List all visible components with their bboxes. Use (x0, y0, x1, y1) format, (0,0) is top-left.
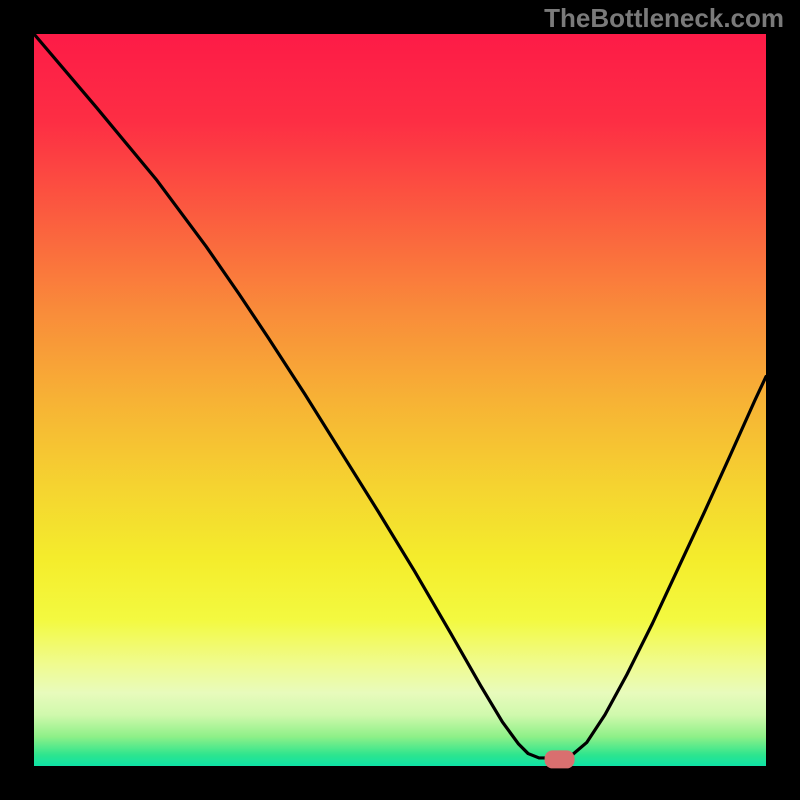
optimal-point-marker (545, 750, 575, 768)
bottleneck-chart (0, 0, 800, 800)
chart-container: TheBottleneck.com (0, 0, 800, 800)
watermark-text: TheBottleneck.com (544, 3, 784, 34)
chart-gradient-area (34, 34, 766, 766)
